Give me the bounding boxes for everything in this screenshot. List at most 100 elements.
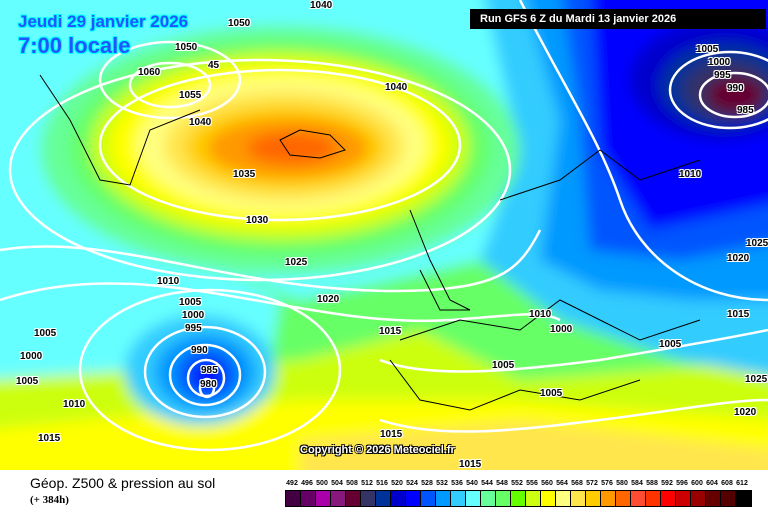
scale-label: 564 (556, 480, 568, 487)
scale-label: 516 (376, 480, 388, 487)
scale-label: 580 (616, 480, 628, 487)
color-swatch (736, 491, 751, 506)
isobar-label: 1025 (285, 257, 308, 268)
scale-label: 596 (676, 480, 688, 487)
color-swatch (451, 491, 466, 506)
color-swatch (346, 491, 361, 506)
scale-label: 504 (331, 480, 343, 487)
isobar-label: 985 (201, 365, 218, 376)
isobar-label: 980 (200, 379, 217, 390)
isobar-label: 995 (714, 70, 731, 81)
scale-label: 556 (526, 480, 538, 487)
color-swatch (676, 491, 691, 506)
model-run-label: Run GFS 6 Z du Mardi 13 janvier 2026 (470, 9, 766, 29)
isobar-label: 1040 (310, 0, 333, 11)
isobar-label: 1005 (696, 44, 719, 55)
isobar-label: 1015 (727, 309, 750, 320)
forecast-lead: (+ 384h) (30, 494, 69, 506)
isobar-label: 1015 (459, 459, 482, 470)
color-swatch (496, 491, 511, 506)
geopotential-field (0, 0, 768, 470)
color-swatch (376, 491, 391, 506)
isobar-label: 1000 (182, 310, 205, 321)
color-swatch (421, 491, 436, 506)
color-swatch (391, 491, 406, 506)
isobar-label: 995 (185, 323, 202, 334)
isobar-label: 1000 (20, 351, 43, 362)
scale-label: 536 (451, 480, 463, 487)
color-swatch (481, 491, 496, 506)
color-swatch (286, 491, 301, 506)
scale-label: 604 (706, 480, 718, 487)
scale-label: 588 (646, 480, 658, 487)
color-swatch (556, 491, 571, 506)
isobar-label: 1025 (746, 238, 768, 249)
footer: Géop. Z500 & pression au sol (+ 384h) 49… (0, 470, 768, 512)
color-swatch (466, 491, 481, 506)
isobar-label: 1025 (745, 374, 768, 385)
color-swatch (331, 491, 346, 506)
color-swatch (436, 491, 451, 506)
isobar-label: 1050 (175, 42, 198, 53)
coastlines (39, 74, 701, 411)
scale-label: 560 (541, 480, 553, 487)
color-swatch (601, 491, 616, 506)
scale-label: 568 (571, 480, 583, 487)
isobar-label: 1020 (317, 294, 340, 305)
isobar-label: 45 (208, 60, 220, 71)
isobar-label: 1050 (228, 18, 251, 29)
color-swatch (511, 491, 526, 506)
isobar-label: 1040 (385, 82, 408, 93)
isobar-label: 1005 (179, 297, 202, 308)
scale-label: 520 (391, 480, 403, 487)
color-swatch (526, 491, 541, 506)
forecast-time: 7:00 locale (18, 33, 131, 58)
scale-label: 572 (586, 480, 598, 487)
scale-label: 608 (721, 480, 733, 487)
isobar-label: 1005 (659, 339, 682, 350)
isobar-label: 985 (737, 105, 754, 116)
color-scale (285, 490, 752, 507)
isobar-label: 1000 (708, 57, 731, 68)
scale-label: 600 (691, 480, 703, 487)
isobar-label: 1055 (179, 90, 202, 101)
color-swatch (631, 491, 646, 506)
isobar-label: 990 (191, 345, 208, 356)
color-swatch (316, 491, 331, 506)
map-title: Géop. Z500 & pression au sol (30, 475, 216, 491)
scale-label: 532 (436, 480, 448, 487)
color-scale-labels: 492 496 500 504 508 512 516 520 524 528 532 536 540 5… (280, 480, 760, 490)
color-swatch (616, 491, 631, 506)
isobar-label: 1005 (34, 328, 57, 339)
isobar-label: 1010 (679, 169, 702, 180)
scale-label: 612 (736, 480, 748, 487)
isobar-label: 1010 (157, 276, 180, 287)
scale-label: 496 (301, 480, 313, 487)
scale-label: 576 (601, 480, 613, 487)
scale-label: 544 (481, 480, 493, 487)
color-swatch (301, 491, 316, 506)
scale-label: 584 (631, 480, 643, 487)
scale-label: 492 (286, 480, 298, 487)
isobar-label: 1030 (246, 215, 269, 226)
isobar-label: 1005 (540, 388, 563, 399)
scale-label: 552 (511, 480, 523, 487)
isobar-label: 1010 (529, 309, 552, 320)
isobar-label: 1000 (550, 324, 573, 335)
isobar-label: 1035 (233, 169, 256, 180)
isobar-label: 1015 (379, 326, 402, 337)
color-swatch (406, 491, 421, 506)
color-swatch (661, 491, 676, 506)
scale-label: 592 (661, 480, 673, 487)
isobar-label: 1005 (492, 360, 515, 371)
isobar-label: 1040 (189, 117, 212, 128)
color-swatch (706, 491, 721, 506)
scale-label: 540 (466, 480, 478, 487)
color-swatch (361, 491, 376, 506)
scale-label: 500 (316, 480, 328, 487)
isobar-label: 1020 (734, 407, 757, 418)
copyright: Copyright © 2026 Meteociel.fr (300, 444, 455, 456)
forecast-date: Jeudi 29 janvier 2026 (18, 12, 189, 31)
scale-label: 524 (406, 480, 418, 487)
isobar-label: 990 (727, 83, 744, 94)
